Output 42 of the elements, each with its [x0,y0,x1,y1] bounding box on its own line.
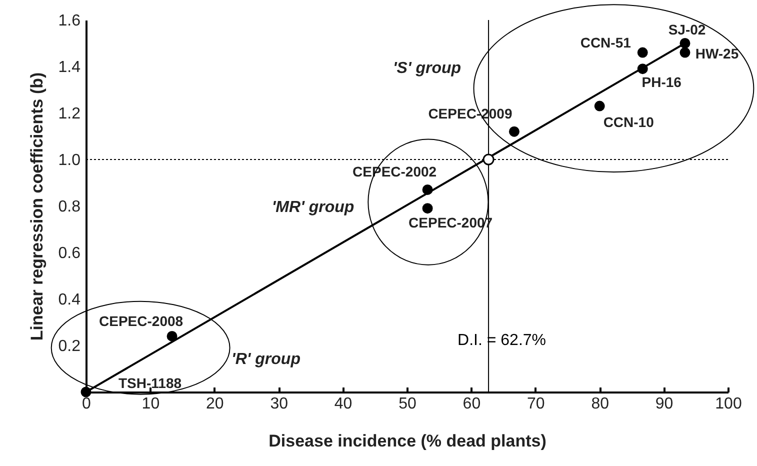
x-tick-label: 0 [82,396,92,412]
annotation: CCN-51 [580,34,632,51]
annotation: SJ-02 [668,21,706,38]
point [422,184,433,195]
annotation: HW-25 [695,46,739,62]
x-tick-label: 50 [398,396,416,412]
point [80,386,92,398]
annotation: 'R' group [232,351,301,368]
point [680,38,690,48]
annotation: TSH-1188 [118,375,182,391]
annotation: CEPEC-2008 [99,313,184,330]
point [594,100,605,112]
point [508,126,520,137]
point [166,330,178,342]
y-tick-label: 1.2 [58,106,81,122]
x-tick-label: 100 [715,396,742,412]
annotation: PH-16 [642,74,682,90]
y-tick-label: 0.6 [58,245,81,262]
x-tick-label: 10 [142,396,160,412]
x-tick-label: 90 [655,396,674,412]
x-tick-label: 40 [334,396,352,412]
y-tick-label: 0.2 [58,338,81,355]
point [637,64,648,74]
annotation: 'MR' group [272,199,354,216]
point [680,47,690,58]
y-tick-label: 0.8 [58,198,81,216]
point [637,47,648,58]
point [422,203,433,214]
annotation: 'S' group [392,60,462,77]
point [482,154,494,166]
x-tick-label: 20 [206,396,224,412]
x-axis-title: Disease incidence (% dead plants) [268,432,546,450]
y-axis-title: Linear regression coefficients (b) [27,72,46,341]
x-tick-label: 30 [270,396,288,412]
y-tick-label: 1.0 [58,152,81,169]
y-tick-label: 1.6 [58,12,81,30]
x-tick-label: 60 [462,396,481,412]
annotation: CCN-10 [603,114,654,130]
y-tick-label: 0.4 [58,292,81,308]
y-tick-label: 1.4 [58,59,81,76]
x-tick-label: 70 [527,396,545,412]
x-tick-label: 80 [591,396,610,412]
